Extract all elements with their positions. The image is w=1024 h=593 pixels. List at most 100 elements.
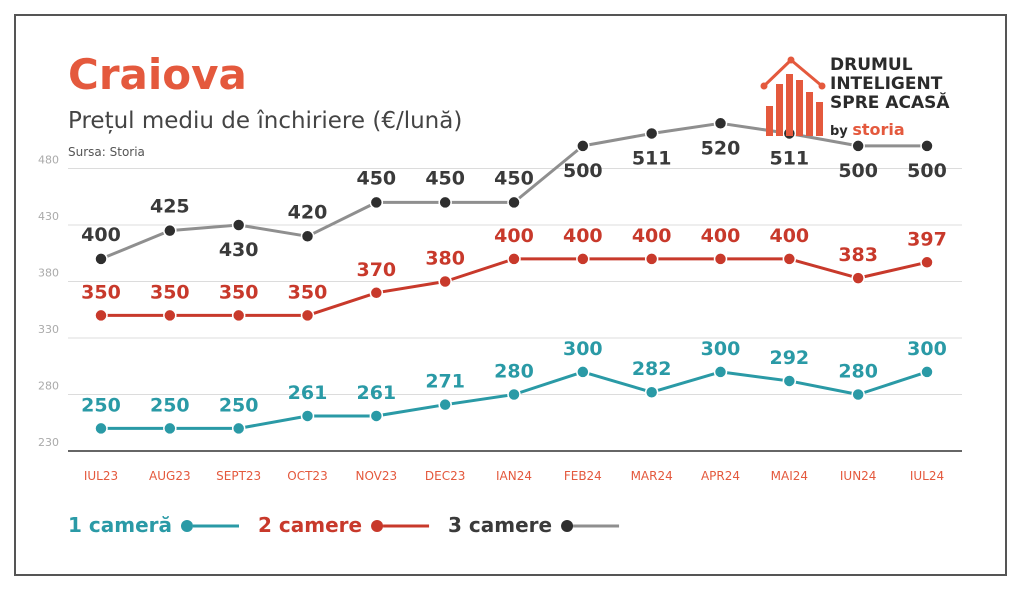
data-point: [94, 252, 108, 266]
data-point: [507, 387, 521, 402]
chart-source: Sursa: Storia: [68, 145, 145, 159]
house-bars-icon: [760, 56, 826, 136]
y-tick-label: 280: [38, 380, 59, 393]
data-label: 292: [769, 347, 809, 369]
data-label: 250: [219, 394, 259, 416]
data-point: [644, 385, 659, 399]
data-label: 500: [838, 160, 878, 182]
x-tick-label: IUL24: [910, 469, 944, 483]
legend: 1 cameră 2 camere 3 camere: [68, 513, 620, 537]
data-label: 280: [838, 361, 878, 383]
data-label: 500: [563, 160, 603, 182]
data-label: 250: [150, 394, 190, 416]
data-point: [507, 252, 521, 266]
data-label: 425: [150, 196, 190, 218]
data-label: 280: [494, 361, 534, 383]
x-tick-label: SEPT23: [216, 469, 261, 483]
data-point: [851, 139, 865, 153]
data-point: [713, 365, 728, 379]
data-point: [231, 218, 246, 232]
data-label: 400: [632, 225, 672, 247]
data-label: 511: [632, 147, 672, 169]
data-point: [231, 308, 246, 323]
series-2: 350 350 350 350 370 380 400 400 400 400 400 383 397: [81, 225, 947, 323]
legend-label: 2 camere: [258, 513, 362, 537]
x-tick-label: IAN24: [496, 469, 532, 483]
data-point: [369, 195, 384, 210]
logo-line-2: INTELIGENT: [830, 74, 943, 94]
data-label: 250: [81, 394, 121, 416]
data-label: 383: [838, 244, 878, 266]
data-label: 350: [219, 281, 259, 303]
data-point: [438, 195, 452, 210]
legend-label: 1 cameră: [68, 513, 172, 537]
legend-marker: [181, 520, 193, 532]
data-point: [782, 374, 797, 388]
legend-marker: [561, 520, 574, 532]
x-tick-label: MAI24: [771, 469, 808, 483]
data-point: [300, 409, 315, 423]
y-tick-label: 430: [38, 210, 59, 223]
data-point: [713, 252, 728, 266]
legend-item-1: 1 cameră: [68, 513, 239, 537]
data-label: 400: [81, 224, 121, 246]
data-point: [920, 365, 934, 379]
data-point: [644, 252, 659, 266]
data-point: [438, 274, 452, 289]
chart-title: Craiova: [68, 50, 247, 99]
grid: 230 280 330 380 430 480: [38, 154, 962, 452]
data-point: [163, 223, 177, 238]
data-label: 300: [563, 338, 603, 360]
data-label: 397: [907, 228, 947, 250]
data-label: 450: [425, 167, 465, 189]
data-point: [507, 195, 521, 210]
x-tick-label: APR24: [701, 469, 740, 483]
data-label: 450: [356, 167, 396, 189]
data-point: [369, 409, 384, 423]
data-point: [300, 308, 315, 323]
logo-byline: by storia: [830, 120, 905, 139]
data-label: 400: [769, 225, 809, 247]
x-tick-label: OCT23: [287, 469, 327, 483]
data-point: [851, 387, 865, 402]
data-point: [713, 116, 728, 131]
data-label: 400: [494, 225, 534, 247]
logo-line-3: SPRE ACASĂ: [830, 93, 950, 113]
data-label: 511: [769, 147, 809, 169]
data-point: [644, 126, 659, 141]
data-label: 520: [701, 137, 741, 159]
legend-label: 3 camere: [448, 513, 552, 537]
data-point: [576, 139, 590, 153]
x-tick-label: NOV23: [355, 469, 397, 483]
legend-marker: [371, 520, 384, 532]
data-label: 430: [219, 239, 259, 261]
series-layer: 400 425 430 420 450 450 450 500 511 520 511 500 500 3…: [81, 116, 947, 436]
data-label: 370: [356, 259, 396, 281]
data-point: [231, 421, 246, 436]
x-tick-label: IUL23: [84, 469, 118, 483]
legend-item-3: 3 camere: [448, 513, 620, 537]
data-point: [94, 421, 108, 436]
legend-item-2: 2 camere: [258, 513, 430, 537]
x-axis-labels: IUL23 AUG23 SEPT23 OCT23 NOV23 DEC23 IAN24 FEB2…: [84, 469, 944, 483]
data-label: 261: [356, 382, 396, 404]
chart-frame: [14, 14, 1007, 576]
data-label: 420: [288, 201, 328, 223]
data-point: [782, 252, 797, 266]
y-tick-label: 380: [38, 267, 59, 280]
data-point: [163, 308, 177, 323]
data-label: 400: [701, 225, 741, 247]
y-tick-label: 330: [38, 323, 59, 336]
storia-logo: DRUMUL INTELIGENT SPRE ACASĂ by storia: [760, 54, 980, 144]
data-label: 300: [907, 338, 947, 360]
x-tick-label: IUN24: [840, 469, 877, 483]
data-label: 350: [288, 281, 328, 303]
y-tick-label: 230: [38, 436, 59, 449]
series-1: 250 250 250 261 261 271 280 300 282 300 292 280 300: [81, 338, 947, 436]
data-label: 350: [81, 281, 121, 303]
data-point: [163, 421, 177, 436]
data-label: 271: [425, 371, 465, 393]
data-label: 400: [563, 225, 603, 247]
data-label: 300: [701, 338, 741, 360]
data-label: 282: [632, 358, 672, 380]
